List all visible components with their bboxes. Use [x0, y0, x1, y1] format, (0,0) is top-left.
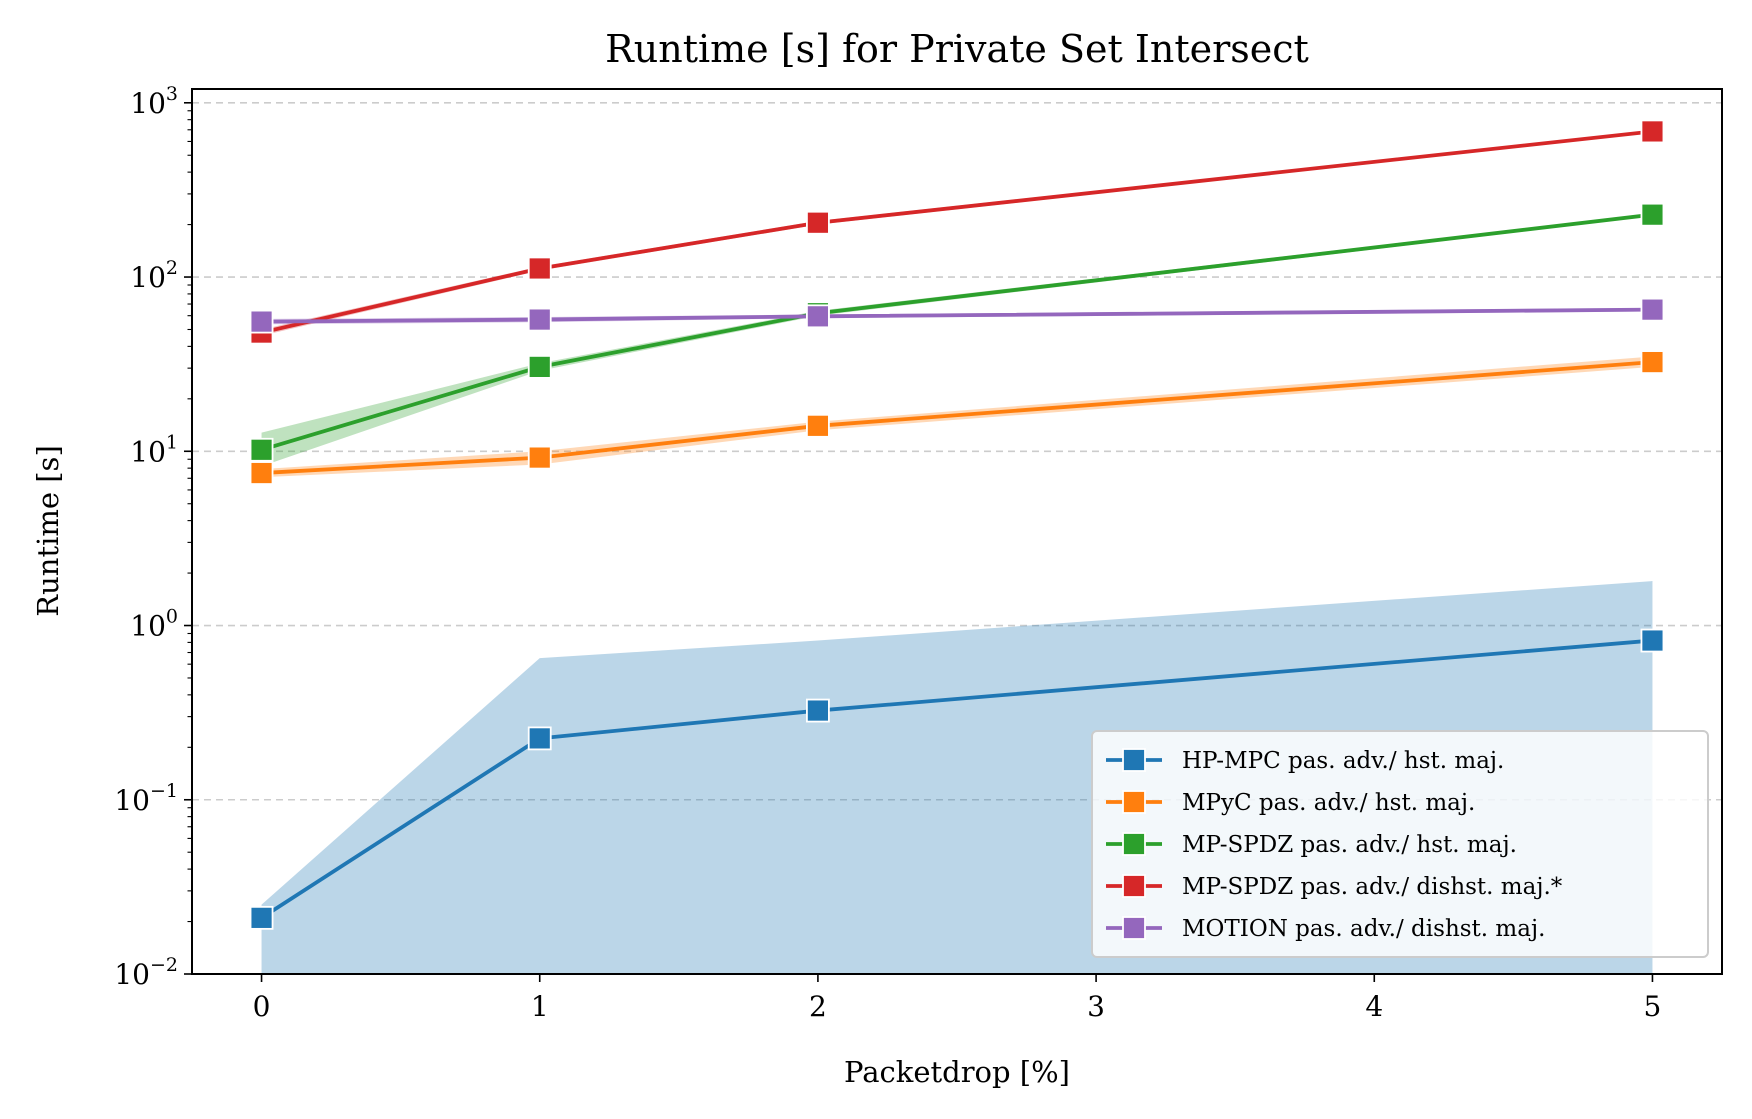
y-tick-label: 102: [130, 257, 178, 294]
data-point-4: [1640, 297, 1665, 322]
x-tick-label: 4: [1365, 990, 1383, 1023]
data-point-0: [249, 905, 274, 930]
data-point-2: [249, 437, 274, 462]
legend-marker-3: [1122, 874, 1146, 898]
data-point-4: [806, 304, 830, 329]
series-lines: [260, 129, 1653, 920]
y-tick-label: 103: [130, 83, 178, 120]
data-point-2: [1640, 202, 1665, 227]
series-line-2: [261, 212, 1653, 452]
legend-marker-4: [1122, 916, 1146, 940]
y-tick-base: 10: [130, 435, 166, 468]
y-tick-exponent: −2: [150, 954, 178, 976]
y-tick-base: 10: [114, 784, 150, 817]
x-axis-label: Packetdrop [%]: [844, 1055, 1070, 1089]
legend-marker-2: [1122, 832, 1146, 856]
plot-frame: [191, 88, 1723, 975]
data-point-3: [527, 256, 552, 281]
legend-label-2: MP-SPDZ pas. adv./ hst. maj.: [1182, 832, 1517, 858]
data-point-1: [249, 461, 274, 485]
legend-marker-0: [1122, 748, 1146, 772]
y-tick-base: 10: [130, 87, 166, 120]
y-tick-exponent: −1: [150, 780, 178, 802]
data-point-0: [527, 726, 552, 751]
y-tick-exponent: 0: [166, 606, 178, 628]
chart-title: Runtime [s] for Private Set Intersect: [605, 27, 1309, 71]
x-tick-label: 1: [531, 990, 549, 1023]
y-tick-label: 101: [130, 431, 178, 468]
data-point-4: [527, 307, 552, 332]
y-tick-base: 10: [114, 958, 150, 991]
legend-label-4: MOTION pas. adv./ dishst. maj.: [1182, 916, 1545, 942]
x-tick-label: 2: [809, 990, 827, 1023]
series-line-0: [260, 638, 1653, 920]
x-tick-label: 0: [253, 990, 271, 1023]
series-markers: [249, 119, 1665, 930]
y-tick-label: 10−1: [114, 780, 178, 817]
y-tick-exponent: 2: [166, 257, 178, 279]
y-tick-exponent: 3: [166, 83, 178, 105]
series-line-4: [261, 307, 1653, 324]
legend: HP-MPC pas. adv./ hst. maj. MPyC pas. adv…: [1091, 730, 1709, 958]
y-axis-label: Runtime [s]: [31, 445, 65, 617]
y-tick-base: 10: [130, 261, 166, 294]
legend-marker-1: [1122, 790, 1146, 814]
legend-box: [1091, 730, 1709, 958]
data-point-4: [249, 309, 274, 334]
legend-label-3: MP-SPDZ pas. adv./ dishst. maj.*: [1182, 874, 1563, 900]
data-point-0: [1640, 628, 1665, 653]
y-tick-label: 10−2: [114, 954, 178, 991]
series-line-1: [261, 360, 1653, 475]
x-tick-label: 5: [1644, 990, 1662, 1023]
data-point-2: [527, 354, 552, 379]
data-point-1: [527, 445, 552, 470]
data-point-0: [806, 698, 830, 723]
series-line-3: [261, 129, 1653, 335]
y-tick-label: 100: [130, 606, 178, 643]
legend-label-0: HP-MPC pas. adv./ hst. maj.: [1182, 748, 1504, 774]
data-point-3: [1640, 119, 1665, 144]
y-tick-base: 10: [130, 610, 166, 643]
x-axis-ticks: 0 1 2 3 4 5: [253, 974, 1662, 1023]
legend-label-1: MPyC pas. adv./ hst. maj.: [1182, 790, 1475, 816]
y-tick-exponent: 1: [166, 431, 178, 453]
data-point-1: [1640, 350, 1665, 374]
x-tick-label: 3: [1087, 990, 1105, 1023]
data-point-3: [806, 210, 830, 235]
data-point-1: [806, 413, 830, 438]
